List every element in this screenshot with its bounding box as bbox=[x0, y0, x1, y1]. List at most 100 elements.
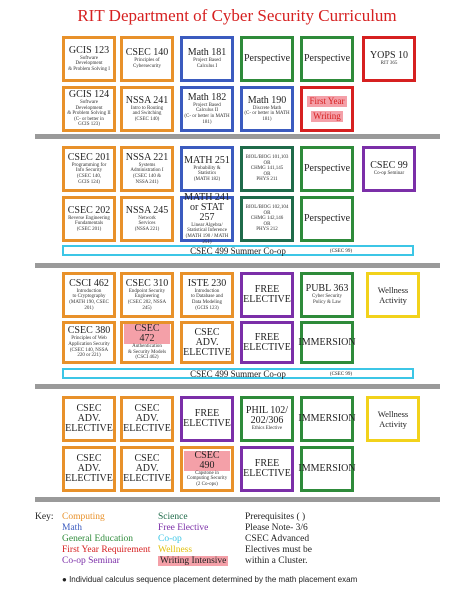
course-detail: (C- or better in bbox=[74, 116, 104, 122]
separator bbox=[35, 134, 440, 139]
separator bbox=[35, 384, 440, 389]
course-title: CSCI 462 bbox=[69, 277, 109, 289]
key-item: Co-op bbox=[158, 534, 228, 545]
course-box: Perspective bbox=[300, 36, 354, 82]
course-box: CSEC 490 Capstone in Computing Security (2 … bbox=[180, 446, 234, 492]
course-detail: Administration I bbox=[130, 168, 164, 174]
course-title: Wellness Activity bbox=[377, 409, 409, 429]
course-detail: Linear Algebra/ bbox=[191, 222, 223, 228]
course-box: NSSA 241 Intro to Routing and Switching (CS… bbox=[120, 86, 174, 132]
course-title: NSSA 221 bbox=[125, 151, 169, 163]
course-title: CSEC 140 bbox=[125, 47, 169, 59]
course-detail: Systems bbox=[138, 162, 156, 168]
course-detail: Authentication bbox=[132, 344, 162, 350]
course-title: IMMERSION bbox=[298, 336, 356, 348]
course-box: MATH 251 Probability & Statistics (MATH 182… bbox=[180, 146, 234, 192]
key-text: Science bbox=[158, 512, 188, 522]
course-detail: Info Security bbox=[75, 168, 103, 174]
key-note: Electives must be bbox=[245, 545, 313, 555]
course-detail: Programming for bbox=[71, 162, 107, 168]
coop-note: (CSEC 99) bbox=[329, 249, 352, 254]
coop-bar: CSEC 499 Summer Co-op (CSEC 99) bbox=[62, 368, 414, 379]
separator bbox=[35, 497, 440, 502]
course-title: GCIS 123 bbox=[68, 44, 110, 56]
key-text: Co-op bbox=[158, 534, 182, 544]
course-detail: Project Based bbox=[193, 58, 221, 64]
course-detail: (CSEC 140 & bbox=[132, 174, 162, 179]
course-detail: Calculus I bbox=[196, 64, 218, 69]
course-box: MATH 241 or STAT 257 Linear Algebra/Stati… bbox=[180, 192, 234, 245]
course-detail: Statistics bbox=[197, 171, 217, 177]
course-box: CSEC 99 Co-op Seminar bbox=[362, 146, 416, 192]
course-detail: (MATH 190 / MATH 251) bbox=[185, 234, 229, 245]
course-detail: Services bbox=[138, 221, 156, 227]
course-box: NSSA 245 Network Services (NSSA 221) bbox=[120, 196, 174, 242]
course-detail: Calculus II bbox=[195, 108, 219, 114]
course-box: BIOL/BIOG 101,103 OR CHMG 141,145 OR PHYS 21… bbox=[240, 146, 294, 192]
footnote: ● Individual calculus sequence placement… bbox=[62, 575, 358, 584]
course-box: Math 190 Discrete Math (C- or better in MA… bbox=[240, 86, 294, 132]
course-box: FREE ELECTIVE bbox=[240, 321, 294, 364]
course-box: BIOL/BIOG 102,104 OR CHMG 142,146 OR PHYS 21… bbox=[240, 196, 294, 242]
course-box: IMMERSION bbox=[298, 396, 356, 442]
key-text: Free Elective bbox=[158, 523, 209, 533]
course-box: CSEC ADV. ELECTIVE bbox=[62, 396, 116, 442]
course-detail: Endpoint Security bbox=[128, 288, 166, 294]
course-box: IMMERSION bbox=[298, 321, 356, 364]
key-item: General Education bbox=[62, 534, 150, 545]
course-title: GCIS 124 bbox=[68, 89, 110, 101]
key-note: CSEC Advanced bbox=[245, 534, 310, 544]
course-box: Perspective bbox=[300, 196, 354, 242]
course-title: CSEC ADV. ELECTIVE bbox=[65, 403, 113, 434]
course-title: PUBL 363 bbox=[305, 283, 349, 295]
course-detail: OR bbox=[263, 221, 271, 227]
course-title: CSEC 490 bbox=[184, 450, 230, 471]
course-box: Perspective bbox=[240, 36, 294, 82]
course-detail: (2 Co-ops) bbox=[196, 481, 218, 487]
course-detail: & Problem Solving II bbox=[67, 111, 111, 117]
course-title: IMMERSION bbox=[298, 413, 356, 424]
course-detail: OR bbox=[263, 171, 271, 177]
course-box: Math 182 Project Based Calculus II (C- or b… bbox=[180, 86, 234, 132]
course-detail: RIT 365 bbox=[380, 61, 398, 67]
course-title: Perspective bbox=[303, 213, 351, 224]
course-detail: Engineering bbox=[134, 294, 160, 300]
course-title: Math 182 bbox=[187, 91, 227, 103]
course-title: CSEC ADV. ELECTIVE bbox=[123, 403, 171, 434]
course-box: CSEC ADV. ELECTIVE bbox=[180, 321, 234, 364]
course-box: PHIL 102/ 202/306 Ethics Elective bbox=[240, 396, 294, 442]
course-detail: GCIS 124) bbox=[78, 179, 100, 185]
course-box: GCIS 123 Software Development & Problem So… bbox=[62, 36, 116, 82]
key-item: Co-op Seminar bbox=[62, 556, 150, 567]
course-detail: BIOL/BIOG 101,103 bbox=[245, 155, 289, 161]
course-title: NSSA 241 bbox=[125, 94, 169, 106]
course-detail: Co-op Seminar bbox=[373, 171, 405, 177]
course-detail: Discrete Math bbox=[252, 105, 282, 111]
course-box: Wellness Activity bbox=[366, 272, 420, 318]
key-text: Wellness bbox=[158, 545, 193, 555]
key-item: Free Elective bbox=[158, 523, 228, 534]
course-title: CSEC 202 bbox=[67, 204, 111, 216]
key-text: Writing Intensive bbox=[158, 556, 229, 566]
course-detail: GCIS 123) bbox=[78, 122, 100, 128]
course-box: CSEC 310 Endpoint Security Engineering (CSE… bbox=[120, 272, 174, 318]
course-box: CSCI 462 Introduction to Cryptography (MATH… bbox=[62, 272, 116, 318]
course-detail: Software Development bbox=[75, 55, 103, 67]
course-title: CSEC 201 bbox=[67, 151, 111, 163]
course-box: CSEC ADV. ELECTIVE bbox=[120, 446, 174, 492]
key-item: Writing Intensive bbox=[158, 556, 229, 567]
course-title: CSEC ADV. ELECTIVE bbox=[183, 326, 231, 358]
key-item: First Year Requirement bbox=[62, 545, 150, 556]
course-detail: Probability & bbox=[193, 165, 221, 171]
course-detail: (C- or better in MATH 181) bbox=[244, 111, 290, 122]
course-box: CSEC 201 Programming for Info Security (CSE… bbox=[62, 146, 116, 192]
course-title: IMMERSION bbox=[298, 463, 356, 474]
course-detail: (MATH 182) bbox=[193, 176, 221, 182]
course-detail: PHYS 212 bbox=[256, 227, 278, 233]
course-detail: OR bbox=[263, 160, 271, 166]
course-box: CSEC ADV. ELECTIVE bbox=[120, 396, 174, 442]
course-detail: Introduction bbox=[76, 288, 102, 294]
key-item: Wellness bbox=[158, 545, 228, 556]
course-box: FREE ELECTIVE bbox=[240, 272, 294, 318]
